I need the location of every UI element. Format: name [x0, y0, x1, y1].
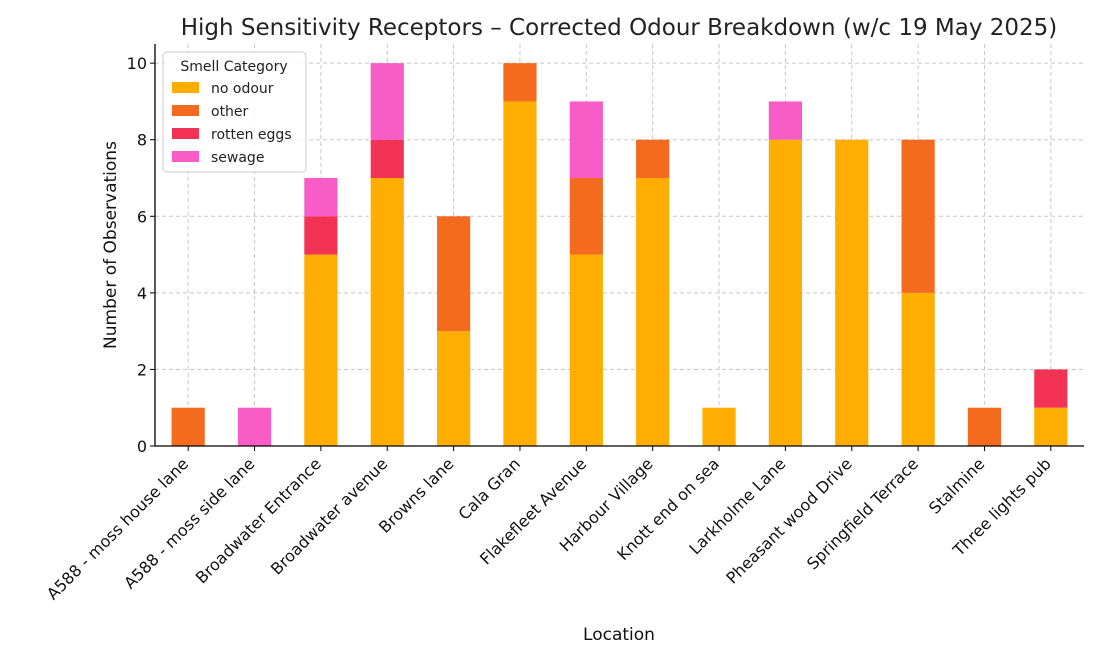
bar-segment — [370, 63, 404, 140]
chart-title: High Sensitivity Receptors – Corrected O… — [181, 15, 1058, 41]
bar-segment — [569, 254, 603, 446]
legend-label: other — [211, 104, 249, 120]
bar-segment — [503, 63, 537, 102]
bar-segment — [901, 292, 935, 446]
x-tick-label: Stalmine — [925, 454, 988, 517]
x-tick-label: Broadwater avenue — [267, 454, 391, 578]
bar-segment — [835, 139, 869, 446]
bar-segment — [569, 178, 603, 255]
bar-segment — [636, 178, 670, 446]
y-tick-label: 4 — [137, 284, 147, 303]
x-tick-label: Springfield Terrace — [803, 454, 922, 573]
bar-segment — [171, 407, 205, 446]
legend-swatch — [172, 151, 199, 162]
y-axis-label: Number of Observations — [101, 141, 121, 349]
bar-segment — [304, 178, 338, 217]
bar-segment — [237, 407, 272, 446]
bar-segment — [304, 216, 338, 255]
legend-label: sewage — [211, 150, 264, 166]
bar-segment — [901, 139, 935, 293]
bar-segment — [437, 216, 471, 332]
legend-swatch — [172, 82, 199, 93]
legend-label: rotten eggs — [211, 127, 292, 143]
legend: Smell Category no odour other rotten eggs s… — [162, 51, 307, 173]
y-tick-label: 6 — [137, 207, 147, 226]
bar-segment — [1034, 407, 1068, 446]
bar-segment — [636, 139, 670, 178]
bar-segment — [967, 407, 1002, 446]
bar-segment — [503, 101, 537, 446]
bar-segment — [370, 178, 404, 446]
legend-label: no odour — [211, 81, 274, 97]
y-tick-label: 2 — [137, 360, 147, 379]
bar-segment — [702, 407, 736, 446]
y-tick-label: 0 — [137, 437, 147, 456]
legend-swatch — [172, 128, 199, 139]
bar-segment — [569, 101, 603, 178]
x-tick-label: A588 - moss side lane — [120, 454, 258, 592]
x-tick-label: Cala Gran — [455, 454, 524, 523]
x-axis-label: Location — [583, 625, 655, 645]
x-tick-label: Broadwater Entrance — [192, 454, 325, 587]
bar-segment — [768, 139, 802, 446]
legend-swatch — [172, 105, 199, 116]
bar-segment — [768, 101, 802, 140]
x-tick-label: Pheasant wood Drive — [722, 454, 855, 587]
legend-title: Smell Category — [180, 59, 287, 75]
bar-segment — [304, 254, 338, 446]
y-tick-label: 8 — [137, 131, 147, 150]
bars — [171, 63, 1068, 446]
y-ticks: 0 2 4 6 8 10 — [127, 54, 155, 456]
y-tick-label: 10 — [127, 54, 147, 73]
bar-segment — [1034, 369, 1068, 408]
bar-segment — [370, 139, 404, 178]
bar-segment — [437, 331, 471, 446]
